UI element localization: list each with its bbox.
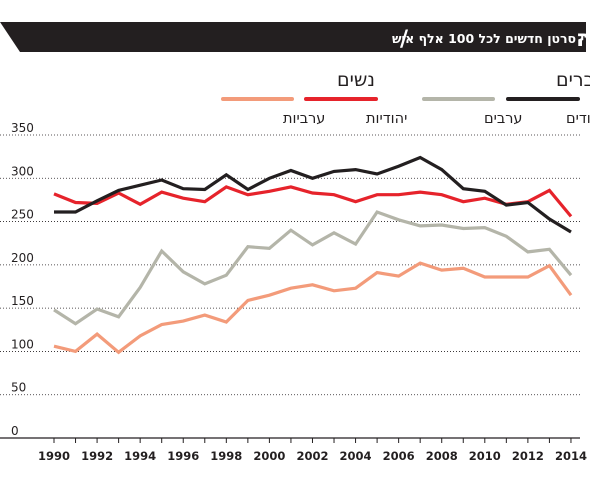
series-lines (53, 155, 573, 355)
x-tick-label: 2014 (555, 449, 587, 463)
x-tick-label: 1990 (38, 449, 70, 463)
y-tick-label: 0 (11, 424, 19, 438)
x-tick-label: 2000 (253, 449, 285, 463)
x-tick-label: 2002 (296, 449, 328, 463)
x-tick-label: 1992 (81, 449, 113, 463)
y-tick-label: 200 (11, 251, 34, 265)
x-tick-label: 2004 (340, 449, 372, 463)
series-line-arabs-men (53, 210, 573, 326)
x-tick-label: 1998 (210, 449, 242, 463)
header-bar (0, 22, 586, 52)
legend-label-jews-men: יהודים (566, 111, 590, 127)
y-tick-label: 350 (11, 121, 34, 135)
x-tick-label: 2010 (469, 449, 501, 463)
y-tick-label: 100 (11, 337, 34, 351)
y-tick-label: 300 (11, 164, 34, 178)
series-line-jews-women (53, 185, 573, 218)
chart-title: הסרטן בנסיגה (576, 26, 590, 52)
grid (0, 134, 580, 439)
header-separator: / (400, 27, 409, 52)
legend-label-arabs-women: ערביות (283, 111, 325, 127)
legend-label-jews-women: יהודיות (366, 111, 407, 127)
x-tick-label: 2006 (383, 449, 415, 463)
legend-group-men: גברים (556, 69, 590, 91)
x-axis: 1990 1992 1994 1996 1998 2000 2002 2004 2006 2008… (38, 438, 587, 463)
series-line-arabs-women (53, 261, 573, 355)
series-line-jews-men (54, 155, 572, 234)
x-tick-label: 2012 (512, 449, 544, 463)
legend-group-women: נשים (337, 69, 375, 91)
legend-label-arabs-men: ערבים (484, 111, 523, 127)
x-tick-label: 2008 (426, 449, 458, 463)
y-axis: 0 50 100 150 200 250 300 350 (11, 121, 34, 438)
x-tick-label: 1994 (124, 449, 156, 463)
x-tick-label: 1996 (167, 449, 199, 463)
chart-subtitle: מספר מקרי סרטן חדשים לכל 100 אלף איש (392, 31, 590, 46)
y-tick-label: 150 (11, 294, 34, 308)
y-tick-label: 250 (11, 208, 34, 222)
y-tick-label: 50 (11, 381, 26, 395)
